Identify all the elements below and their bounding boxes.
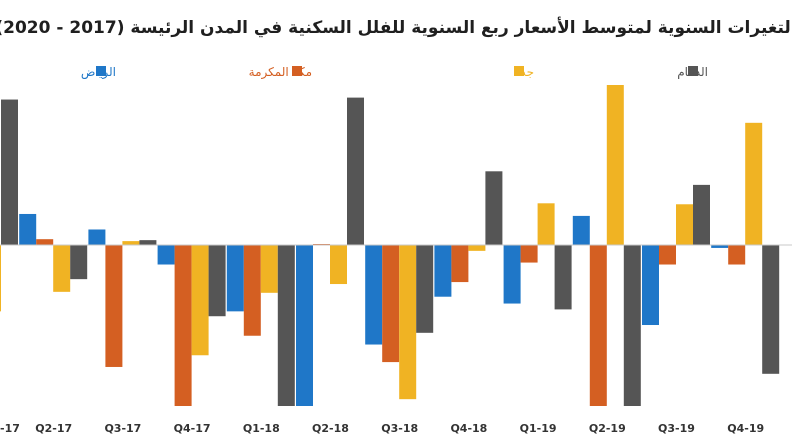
- bar-1-Q2-17: [19, 213, 37, 245]
- legend: الرياض مكة المكرمة جدة الدمام: [81, 65, 708, 80]
- bar-4-Q2-17: [70, 245, 88, 280]
- bar-1-Q3-17: [88, 229, 106, 245]
- bar-2-Q3-18: [382, 245, 400, 363]
- tick-label: Q1-18: [243, 422, 280, 435]
- bar-3-Q4-17: [191, 245, 209, 356]
- bar-3-Q1-18: [260, 245, 278, 293]
- tick-label: Q4-17: [174, 422, 211, 435]
- bar-2-Q1-19: [520, 245, 538, 263]
- bar-4-Q1-18: [277, 245, 295, 406]
- bars: [0, 85, 780, 406]
- legend-swatch: [514, 66, 524, 76]
- bar-2-Q3-19: [659, 245, 676, 265]
- x-tick-labels: -17 Q2-17 Q3-17 Q4-17 Q1-18 Q2-18 Q3-18 Q4-18 Q1…: [0, 422, 764, 435]
- bar-4-Q2-19: [623, 245, 641, 406]
- bar-2-Q1-18: [243, 245, 261, 336]
- legend-label: الرياض: [81, 65, 116, 80]
- tick-label: Q1-19: [520, 422, 557, 435]
- tick-label: Q4-19: [727, 422, 764, 435]
- bar-3-Q2-19: [606, 85, 624, 245]
- bar-2-Q3-17: [105, 245, 123, 367]
- tick-label: Q2-19: [589, 422, 626, 435]
- chart-title: التغيرات السنوية لمتوسط الأسعار ربع السن…: [0, 17, 792, 38]
- bar-4-Q3-18: [416, 245, 434, 333]
- bar-3-Q3-19: [676, 204, 693, 245]
- bar-3-Q2-17: [53, 245, 71, 292]
- bar-4-Q1-19: [554, 245, 572, 310]
- bar-1-Q1-18: [226, 245, 244, 312]
- bar-3-Q1-17: [0, 245, 1, 312]
- legend-swatch: [292, 66, 302, 76]
- bar-4-Q2-18: [347, 97, 364, 245]
- bar-1-Q4-18: [434, 245, 452, 297]
- bar-1-Q4-19: [711, 245, 729, 248]
- bar-3-Q1-19: [537, 203, 555, 245]
- bar-3-Q4-19: [745, 122, 763, 245]
- bar-1-Q2-18: [296, 245, 313, 406]
- bar-1-Q3-19: [642, 245, 659, 326]
- bar-4-Q3-19: [693, 184, 710, 245]
- legend-swatch: [688, 66, 698, 76]
- bar-4-Q4-17: [208, 245, 226, 317]
- tick-label: Q2-17: [35, 422, 72, 435]
- bar-3-Q3-17: [122, 241, 140, 245]
- bar-1-Q4-17: [157, 245, 175, 265]
- bar-4-Q1-17: [1, 99, 18, 245]
- legend-label: الدمام: [677, 65, 708, 79]
- bar-1-Q2-19: [572, 215, 590, 245]
- bar-2-Q2-19: [589, 245, 607, 406]
- bar-2-Q4-19: [728, 245, 746, 265]
- bar-3-Q3-18: [399, 245, 417, 400]
- tick-label: Q3-18: [381, 422, 418, 435]
- tick-label: Q3-17: [104, 422, 141, 435]
- tick-label: Q4-18: [450, 422, 487, 435]
- tick-label: -17: [0, 422, 20, 435]
- tick-label: Q3-19: [658, 422, 695, 435]
- bar-3-Q2-18: [330, 245, 347, 285]
- bar-2-Q4-17: [174, 245, 192, 406]
- bar-4-Q3-17: [139, 240, 157, 245]
- bar-2-Q4-18: [451, 245, 469, 283]
- bar-3-Q4-18: [468, 245, 486, 251]
- bar-4-Q4-19: [762, 245, 780, 374]
- bar-1-Q3-18: [365, 245, 383, 345]
- legend-label: جدة: [514, 65, 534, 79]
- bar-2-Q2-17: [36, 239, 54, 245]
- bar-4-Q4-18: [485, 171, 503, 245]
- bar-1-Q1-19: [503, 245, 521, 304]
- tick-label: Q2-18: [312, 422, 349, 435]
- legend-label: مكة المكرمة: [249, 65, 312, 80]
- legend-swatch: [96, 66, 106, 76]
